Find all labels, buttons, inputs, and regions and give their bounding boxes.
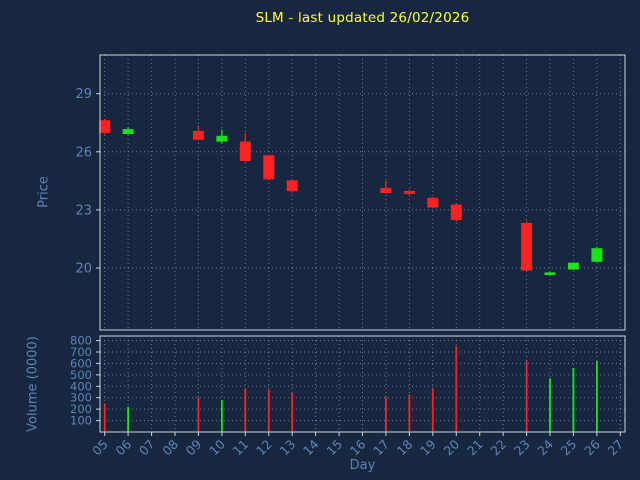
x-tick-label: 20 bbox=[441, 436, 463, 458]
x-tick-label: 05 bbox=[89, 437, 111, 459]
x-tick-label: 09 bbox=[183, 436, 205, 458]
x-tick-label: 19 bbox=[417, 436, 439, 458]
price-panel-frame bbox=[99, 54, 626, 331]
candle-body bbox=[286, 180, 298, 192]
x-axis-label: Day bbox=[349, 458, 376, 473]
x-tick-label: 24 bbox=[534, 436, 556, 458]
x-tick-label: 06 bbox=[112, 436, 134, 458]
candle-body bbox=[216, 135, 228, 142]
price-tick-label: 20 bbox=[75, 262, 92, 277]
candle-body bbox=[122, 129, 134, 135]
candle-body bbox=[591, 248, 603, 262]
volume-tick-label: 200 bbox=[70, 402, 92, 416]
candle-body bbox=[521, 223, 533, 271]
volume-tick-label: 600 bbox=[70, 356, 92, 370]
x-tick-label: 17 bbox=[370, 437, 392, 459]
x-tick-label: 08 bbox=[159, 436, 181, 458]
x-tick-label: 26 bbox=[581, 436, 603, 458]
candle-body bbox=[192, 131, 204, 140]
volume-tick-label: 400 bbox=[70, 379, 92, 393]
x-tick-label: 13 bbox=[276, 437, 298, 459]
candle-body bbox=[99, 120, 111, 133]
x-tick-label: 15 bbox=[323, 437, 345, 459]
candle-body bbox=[403, 191, 415, 194]
x-tick-label: 11 bbox=[230, 437, 252, 459]
candle-body bbox=[380, 188, 392, 194]
x-tick-label: 12 bbox=[253, 437, 275, 459]
x-tick-label: 21 bbox=[464, 437, 486, 459]
price-tick-label: 29 bbox=[75, 87, 92, 102]
x-tick-label: 22 bbox=[487, 437, 509, 459]
price-tick-label: 23 bbox=[75, 203, 92, 218]
candle-body bbox=[567, 262, 579, 270]
volume-tick-label: 300 bbox=[70, 391, 92, 405]
x-tick-label: 27 bbox=[605, 437, 627, 459]
x-tick-label: 23 bbox=[511, 437, 533, 459]
candle-body bbox=[450, 204, 462, 221]
candle-body bbox=[263, 155, 275, 180]
x-tick-label: 10 bbox=[206, 436, 228, 458]
chart-title: SLM - last updated 26/02/2026 bbox=[255, 10, 470, 26]
volume-tick-label: 100 bbox=[70, 414, 92, 428]
x-tick-label: 25 bbox=[558, 437, 580, 459]
candle-body bbox=[544, 272, 556, 275]
candle-body bbox=[427, 197, 439, 208]
volume-tick-label: 500 bbox=[70, 368, 92, 382]
x-tick-label: 14 bbox=[300, 436, 322, 458]
x-tick-label: 07 bbox=[136, 437, 158, 459]
x-tick-label: 18 bbox=[394, 436, 416, 458]
candle-body bbox=[239, 141, 251, 162]
volume-tick-label: 800 bbox=[70, 334, 92, 348]
x-tick-label: 16 bbox=[347, 436, 369, 458]
volume-tick-label: 700 bbox=[70, 345, 92, 359]
price-tick-label: 26 bbox=[75, 145, 92, 160]
